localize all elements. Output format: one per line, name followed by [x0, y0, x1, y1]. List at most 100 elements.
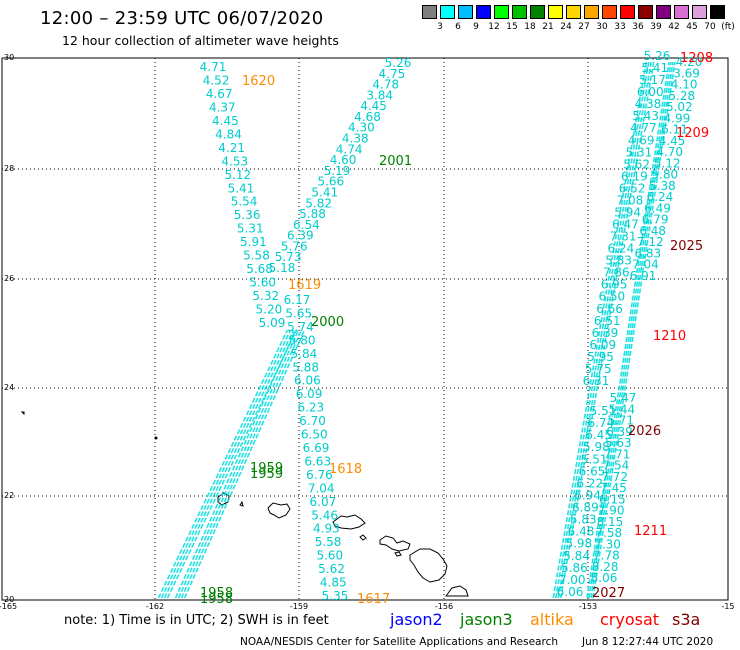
lat-tick-label: 28: [4, 164, 14, 173]
track-c-value: 5.46: [311, 508, 338, 522]
track-a-value: 4.21: [218, 141, 245, 155]
track-c-value: 7.04: [308, 481, 335, 495]
scale-swatch: [422, 5, 437, 19]
track-c-value: 6.63: [304, 454, 331, 468]
track-g-value: 5.51: [590, 404, 617, 418]
track-g-value: 6.22: [576, 476, 603, 490]
track-a-value: 4.71: [200, 60, 227, 74]
dense-track-segment: [586, 61, 670, 599]
track-f-value: 7.58: [595, 526, 622, 540]
track-d-value: 5.43: [632, 109, 659, 123]
pass-time-labels: 1620 2001 1208 1209 2025 1619 2000 1210 2026 1959…: [200, 51, 713, 607]
lat-tick-label: 26: [4, 274, 14, 283]
track-f-value: 7.45: [600, 481, 627, 495]
track-g-value: 5.51: [581, 452, 608, 466]
dense-track-segment: [590, 61, 674, 599]
lon-tick-label: -153: [579, 602, 597, 611]
track-f-value: 8.28: [592, 560, 619, 574]
lon-tick-label: -159: [290, 602, 308, 611]
track-c-value: 5.58: [315, 535, 342, 549]
dense-track-segment: [166, 329, 298, 599]
track-a-value: 5.12: [224, 168, 251, 182]
map-frame: [1, 57, 729, 601]
track-f-value: 5.44: [608, 402, 635, 416]
track-e-value: 5.38: [649, 179, 676, 193]
track-b-value: 5.88: [299, 207, 326, 221]
track-d-value: 6.66: [596, 302, 623, 316]
pass-time-label: 1958: [200, 586, 233, 601]
mission-jason2: jason2: [390, 610, 443, 629]
track-e-value: 3.69: [673, 66, 700, 80]
track-c-value: 6.50: [301, 428, 328, 442]
track-a-value: 5.54: [231, 195, 258, 209]
track-d-value: 6.24: [607, 242, 634, 256]
footer-credit: NOAA/NESDIS Center for Satellite Applica…: [240, 636, 558, 648]
track-f-value: 7.54: [603, 459, 630, 473]
track-d-value: 5.62: [623, 157, 650, 171]
pass-time-label: 1617: [357, 592, 390, 607]
track-a-value: 5.31: [237, 222, 264, 236]
scale-label: 39: [650, 22, 662, 32]
track-g-value: 5.86: [561, 561, 588, 575]
track-d-value: 6.52: [619, 181, 646, 195]
track-d-value: 6.51: [594, 314, 621, 328]
pass-time-label: 1618: [329, 462, 362, 477]
track-f-value: 5.71: [607, 414, 634, 428]
track-f-value: 7.78: [593, 549, 620, 563]
scale-label: 18: [524, 22, 536, 32]
track-g-value: 6.74: [587, 416, 614, 430]
scale-swatch: [458, 5, 473, 19]
track-g-value: 6.45: [585, 428, 612, 442]
track-a-value: 4.67: [206, 87, 233, 101]
lon-tick-label: -15: [721, 602, 734, 611]
track-a-value: 4.37: [209, 100, 236, 114]
track-g-value: 6.48: [568, 525, 595, 539]
track-e-value: 6.49: [644, 201, 671, 215]
scale-swatch: [476, 5, 491, 19]
track-d-value: 4.69: [628, 133, 655, 147]
track-a-value: 4.84: [215, 127, 242, 141]
track-d-value: 7.08: [617, 193, 644, 207]
island-small: [20, 411, 25, 416]
footer-timestamp: Jun 8 12:27:44 UTC 2020: [582, 636, 714, 648]
scale-label: 15: [506, 22, 518, 32]
track-b-value: 6.39: [287, 229, 314, 243]
pass-time-label: 1211: [634, 524, 667, 539]
track-d-value: 6.31: [583, 374, 610, 388]
track-f-value: 7.90: [598, 504, 625, 518]
track-b-value: 4.75: [379, 67, 406, 81]
scale-label: 6: [455, 22, 461, 32]
pass-time-label: 2026: [628, 424, 661, 439]
track-g-value: 5.83: [570, 513, 597, 527]
track-b-value: 5.18: [269, 261, 296, 275]
scale-label: 21: [542, 22, 554, 32]
lat-tick-label: 22: [4, 491, 14, 500]
lon-tick-label: -165: [0, 602, 17, 611]
scale-swatch: [692, 5, 707, 19]
track-d-value: 7.86: [603, 266, 630, 280]
track-a-value: 5.91: [240, 235, 267, 249]
pass-time-label: 2027: [592, 586, 625, 601]
track-a-value: 5.09: [259, 316, 286, 330]
scale-swatch: [710, 5, 725, 19]
track-c-value: 6.70: [299, 414, 326, 428]
track-b-value: 5.26: [385, 56, 412, 70]
track-b-value: 4.45: [360, 99, 387, 113]
track-a-value: 5.60: [249, 276, 276, 290]
track-f-value: 5.47: [610, 391, 637, 405]
lat-tick-label: 30: [4, 53, 14, 62]
track-b-value: 4.60: [330, 153, 357, 167]
track-c-value: 6.17: [284, 293, 311, 307]
scale-label: 3: [437, 22, 443, 32]
island-lanai: [359, 534, 367, 541]
track-e-value: 4.20: [676, 55, 703, 69]
map-subtitle: 12 hour collection of altimeter wave hei…: [62, 33, 339, 48]
scale-swatch: [584, 5, 599, 19]
track-e-value: 6.48: [639, 224, 666, 238]
scale-label: 30: [596, 22, 608, 32]
track-f-value: 8.15: [597, 515, 624, 529]
track-a-value: 4.52: [203, 73, 230, 87]
pass-time-label: 2000: [311, 315, 344, 330]
track-g-value: 7.00: [559, 573, 586, 587]
